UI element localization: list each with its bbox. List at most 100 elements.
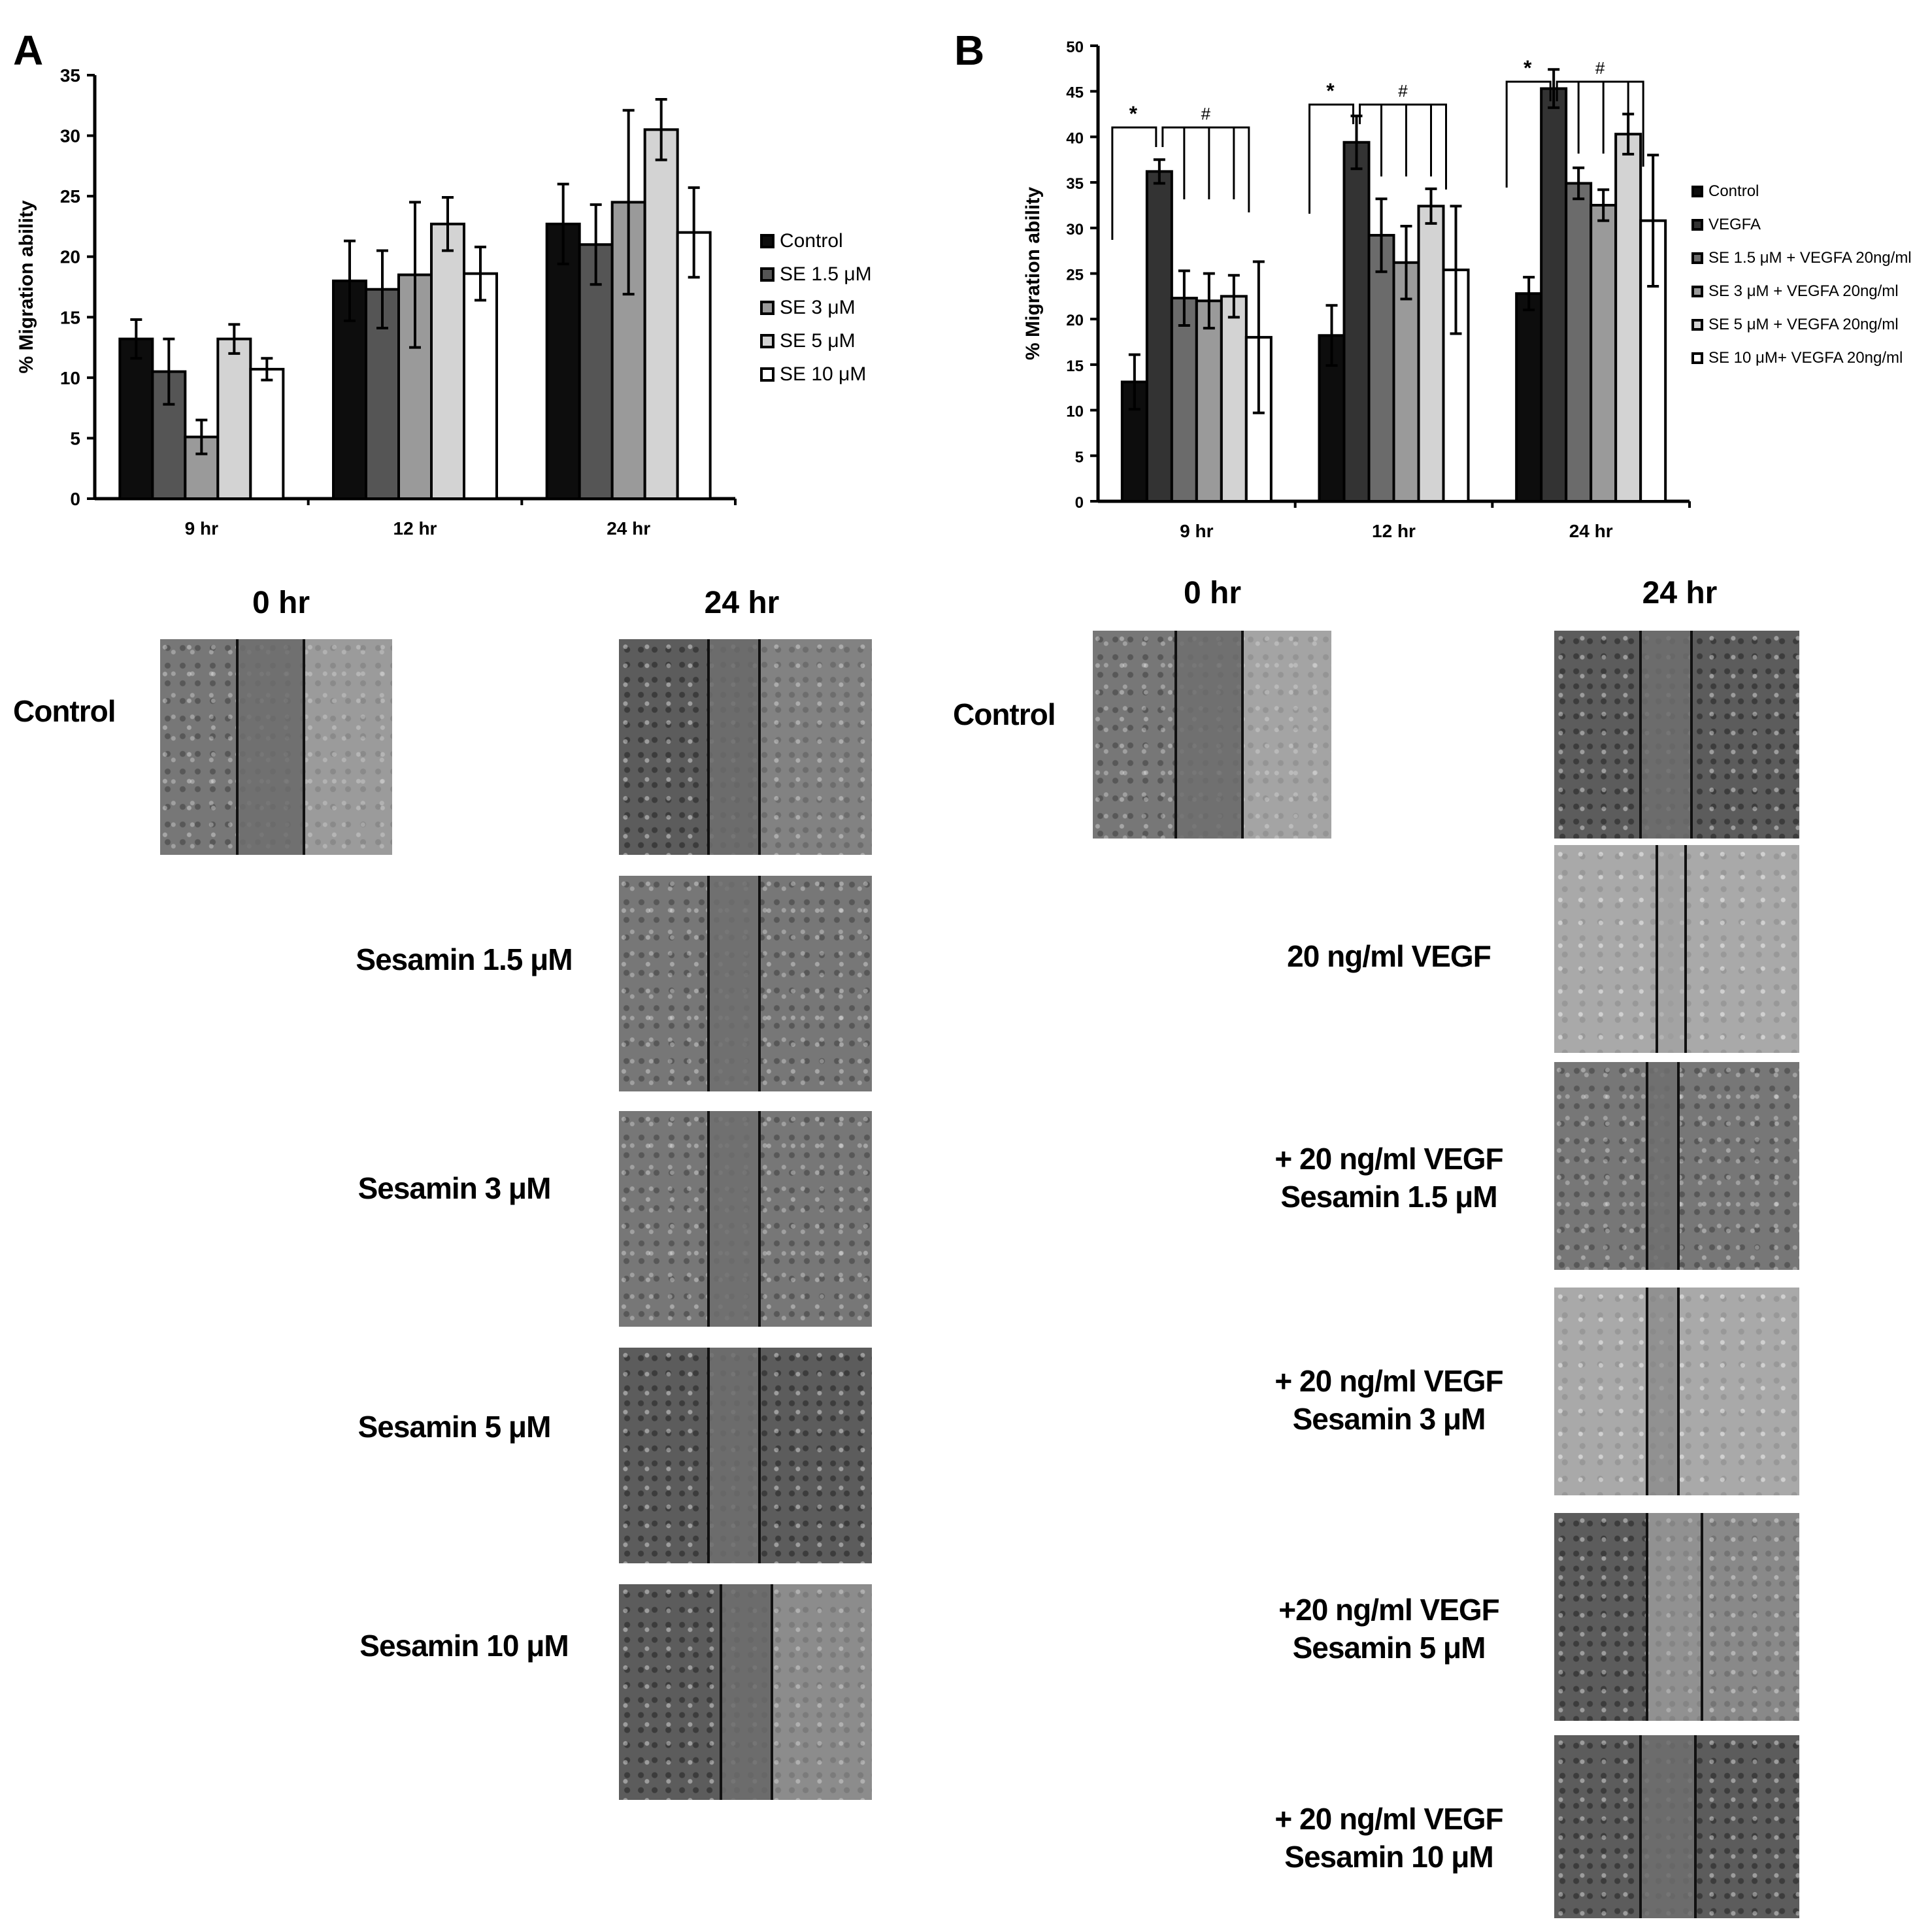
- y-tick-label: 15: [1066, 357, 1084, 375]
- legend-label: SE 10 μM+ VEGFA 20ng/ml: [1708, 349, 1903, 367]
- bar: [1195, 299, 1223, 503]
- significance-bracket: [1111, 126, 1158, 240]
- bar: [1220, 295, 1248, 503]
- panel-b-row-label: + 20 ng/ml VEGF Sesamin 10 μM: [1274, 1802, 1503, 1874]
- panel-b-row-label: +20 ng/ml VEGF Sesamin 5 μM: [1278, 1593, 1500, 1665]
- y-axis-title: % Migration ability: [1022, 187, 1044, 360]
- panel-b-row-label: + 20 ng/ml VEGF Sesamin 3 μM: [1274, 1364, 1503, 1436]
- legend-label: SE 3 μM: [780, 297, 856, 318]
- legend-swatch: [1691, 319, 1703, 331]
- y-tick-label: 30: [1066, 221, 1084, 239]
- bar: [216, 337, 252, 500]
- bar: [1565, 182, 1593, 503]
- y-tick-label: 0: [70, 489, 80, 509]
- bar: [365, 288, 400, 500]
- significance-hash: #: [1201, 104, 1211, 124]
- bar: [1417, 205, 1445, 503]
- legend-swatch: [1691, 252, 1703, 264]
- y-tick-label: 45: [1066, 84, 1084, 102]
- legend-swatch: [760, 367, 774, 382]
- legend-swatch: [760, 334, 774, 348]
- y-tick-label: 5: [1075, 448, 1084, 466]
- panel-b-row-label: Control: [953, 697, 1056, 731]
- panel-a-col-0hr: 0 hr: [252, 586, 310, 620]
- micrograph-b-se10-24hr: [1554, 1735, 1799, 1918]
- bar: [463, 272, 498, 500]
- legend-swatch: [760, 267, 774, 282]
- legend-swatch: [1691, 286, 1703, 297]
- bar: [1540, 87, 1568, 503]
- significance-bracket: [1161, 126, 1250, 212]
- y-tick-label: 0: [1075, 494, 1084, 512]
- x-category-label: 24 hr: [1569, 521, 1613, 541]
- micrograph-a-control-24hr: [619, 639, 872, 855]
- significance-star: *: [1524, 56, 1532, 80]
- panel-b-letter: B: [954, 27, 985, 74]
- panel-a-row-label: Control: [13, 694, 116, 728]
- significance-bracket: [1505, 80, 1552, 188]
- bar: [118, 337, 154, 500]
- micrograph-a-se10-24hr: [619, 1584, 872, 1800]
- panel-a-row-label: Sesamin 5 μM: [358, 1410, 552, 1444]
- x-category-label: 12 hr: [1372, 521, 1416, 541]
- micrograph-a-se1.5-24hr: [619, 876, 872, 1091]
- significance-hash: #: [1398, 81, 1408, 101]
- bar: [1145, 170, 1173, 503]
- legend-label: Control: [780, 230, 843, 252]
- legend-swatch: [760, 234, 774, 248]
- y-tick-label: 15: [60, 307, 80, 327]
- y-tick-label: 35: [1066, 175, 1084, 193]
- micrograph-b-se5-24hr: [1554, 1513, 1799, 1721]
- panel-a-col-24hr: 24 hr: [704, 586, 780, 620]
- legend-label: VEGFA: [1708, 216, 1761, 233]
- bar: [1614, 133, 1642, 503]
- x-category-label: 9 hr: [1180, 521, 1213, 541]
- legend-label: SE 5 μM: [780, 330, 856, 352]
- panel-b-row-label: 20 ng/ml VEGF: [1287, 939, 1491, 973]
- significance-star: *: [1326, 79, 1335, 103]
- significance-bracket: [1359, 103, 1447, 190]
- legend-swatch: [1691, 352, 1703, 364]
- significance-bracket: [1308, 103, 1354, 214]
- panel-a-row-label: Sesamin 1.5 μM: [356, 942, 573, 976]
- micrograph-a-se3-24hr: [619, 1111, 872, 1327]
- micrograph-a-se5-24hr: [619, 1348, 872, 1563]
- legend-label: Control: [1708, 182, 1759, 200]
- panel-a-row-label: Sesamin 3 μM: [358, 1171, 552, 1205]
- bar: [578, 243, 614, 500]
- panel-b-col-0hr: 0 hr: [1183, 576, 1242, 610]
- y-tick-label: 30: [60, 126, 80, 146]
- micrograph-b-control-0hr: [1093, 631, 1331, 839]
- chart-a: 0 5 10 15 20 25 30 35 % Migration ability 9 hr 12 …: [16, 65, 872, 539]
- micrograph-b-vegf-24hr: [1554, 845, 1799, 1053]
- y-tick-label: 35: [60, 65, 80, 86]
- legend-swatch: [1691, 186, 1703, 197]
- bar: [430, 222, 465, 500]
- micrograph-b-se3-24hr: [1554, 1288, 1799, 1495]
- bar: [1515, 292, 1543, 503]
- y-tick-label: 10: [1066, 403, 1084, 421]
- panel-a-letter: A: [13, 27, 44, 74]
- bar: [1342, 141, 1371, 503]
- legend-label: SE 5 μM + VEGFA 20ng/ml: [1708, 316, 1899, 333]
- micrograph-b-se1.5-24hr: [1554, 1062, 1799, 1270]
- panel-b-col-24hr: 24 hr: [1642, 576, 1718, 610]
- micrograph-b-control-24hr: [1554, 631, 1799, 839]
- legend-label: SE 1.5 μM + VEGFA 20ng/ml: [1708, 249, 1912, 267]
- significance-hash: #: [1595, 58, 1605, 78]
- x-category-label: 24 hr: [607, 518, 650, 539]
- bar: [1170, 297, 1198, 503]
- chart-b: 0 5 10 15 20 25 30 35 40 45 50 % Migration ability 9…: [1022, 39, 1912, 541]
- y-tick-label: 25: [1066, 267, 1084, 284]
- micrograph-a-control-0hr: [160, 639, 392, 855]
- legend-swatch: [760, 301, 774, 315]
- bar: [1590, 203, 1618, 503]
- x-category-label: 9 hr: [185, 518, 218, 539]
- legend-label: SE 10 μM: [780, 363, 866, 385]
- panel-a-row-label: Sesamin 10 μM: [359, 1629, 569, 1663]
- y-tick-label: 50: [1066, 39, 1084, 56]
- bar: [1367, 233, 1395, 503]
- significance-bracket: [1556, 80, 1644, 167]
- y-tick-label: 20: [1066, 312, 1084, 329]
- panel-b-row-label: + 20 ng/ml VEGF Sesamin 1.5 μM: [1274, 1142, 1503, 1214]
